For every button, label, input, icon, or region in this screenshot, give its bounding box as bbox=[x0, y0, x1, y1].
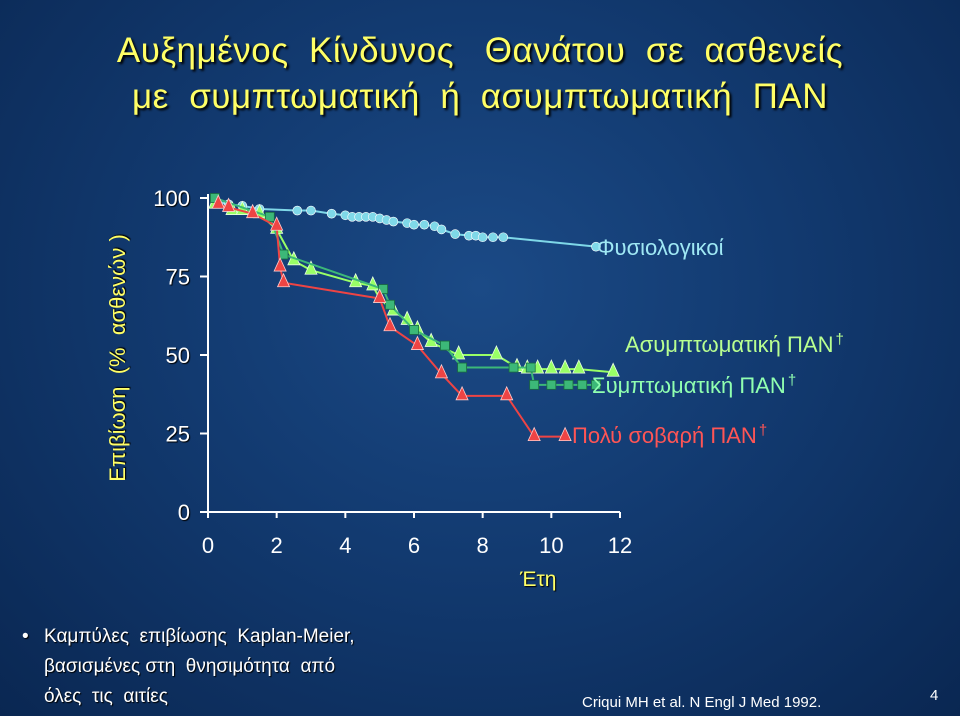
data-point bbox=[246, 203, 260, 219]
x-tick-label: 0 bbox=[202, 533, 214, 558]
x-tick-label: 4 bbox=[339, 533, 351, 558]
data-point bbox=[546, 379, 557, 390]
data-point bbox=[455, 385, 469, 401]
citation: Criqui MH et al. N Engl J Med 1992. bbox=[582, 694, 822, 711]
data-point bbox=[373, 288, 387, 303]
dagger-marker: † bbox=[759, 422, 767, 439]
data-point bbox=[606, 362, 620, 377]
series-label-text: Φυσιολογικοί bbox=[597, 235, 724, 260]
data-point bbox=[529, 379, 540, 390]
data-point bbox=[409, 219, 419, 230]
data-point bbox=[477, 232, 488, 243]
y-tick-label: 0 bbox=[178, 500, 190, 525]
series-label: Πολύ σοβαρή ΠΑΝ † bbox=[572, 422, 767, 448]
data-point bbox=[304, 260, 318, 275]
data-point bbox=[452, 345, 466, 360]
y-tick-label: 100 bbox=[153, 186, 190, 211]
data-point bbox=[591, 379, 601, 390]
title-line-1: Αυξημένος Κίνδυνος Θανάτου σε ασθενείς bbox=[116, 31, 844, 70]
data-point bbox=[558, 426, 572, 442]
data-point bbox=[400, 310, 414, 325]
data-point bbox=[508, 362, 519, 373]
data-point bbox=[378, 284, 389, 294]
data-point bbox=[577, 379, 588, 390]
data-point bbox=[488, 232, 498, 243]
title-line-2: με συμπτωματική ή ασυμπτωματική ΠΑΝ bbox=[131, 77, 829, 116]
data-point bbox=[306, 205, 316, 216]
data-point bbox=[270, 216, 284, 231]
data-point bbox=[439, 340, 450, 351]
data-point bbox=[500, 385, 514, 401]
footnote: • Καμπύλες επιβίωσης Kaplan-Meier, βασισ… bbox=[22, 622, 355, 712]
data-point bbox=[489, 345, 504, 360]
x-tick-label: 6 bbox=[408, 533, 420, 558]
footnote-line-2: βασισμένες στη θνησιμότητα από bbox=[44, 656, 336, 677]
data-point bbox=[292, 205, 303, 216]
y-tick-label: 50 bbox=[166, 343, 190, 368]
data-point bbox=[544, 359, 558, 374]
data-point bbox=[572, 359, 586, 374]
data-point bbox=[563, 379, 574, 390]
data-point bbox=[498, 232, 509, 243]
data-point bbox=[388, 216, 399, 227]
data-point bbox=[326, 208, 337, 219]
dagger-marker: † bbox=[835, 331, 843, 348]
series-label-text: Ασυμπτωματική ΠΑΝ bbox=[625, 332, 833, 357]
dagger-marker: † bbox=[788, 372, 796, 389]
x-tick-label: 8 bbox=[477, 533, 489, 558]
page-number: 4 bbox=[930, 687, 939, 704]
data-point bbox=[591, 241, 601, 252]
footnote-line-3: όλες τις αιτίες bbox=[44, 686, 168, 707]
series-label: Συμπτωματική ΠΑΝ † bbox=[592, 372, 796, 398]
data-point bbox=[527, 426, 541, 442]
x-axis-label: Έτη bbox=[520, 568, 557, 591]
data-point bbox=[211, 194, 225, 209]
data-point bbox=[264, 211, 275, 222]
series-label-text: Πολύ σοβαρή ΠΑΝ bbox=[572, 423, 757, 448]
slide-title: Αυξημένος Κίνδυνος Θανάτου σε ασθενείς μ… bbox=[0, 28, 960, 120]
x-tick-label: 2 bbox=[271, 533, 283, 558]
bullet-icon: • bbox=[22, 626, 29, 647]
data-point bbox=[385, 299, 395, 310]
data-point bbox=[434, 363, 449, 379]
y-tick-label: 75 bbox=[166, 265, 190, 290]
data-point bbox=[457, 362, 467, 373]
series-label: Ασυμπτωματική ΠΑΝ † bbox=[625, 331, 844, 357]
data-point bbox=[436, 224, 447, 235]
data-point bbox=[419, 219, 430, 230]
data-point bbox=[221, 197, 236, 212]
y-tick-label: 25 bbox=[166, 422, 190, 447]
data-point bbox=[410, 335, 425, 350]
data-point bbox=[450, 229, 461, 239]
data-point bbox=[383, 316, 397, 332]
series-label: Φυσιολογικοί bbox=[597, 235, 724, 260]
data-point bbox=[409, 324, 419, 335]
data-point bbox=[276, 272, 291, 288]
series-label-text: Συμπτωματική ΠΑΝ bbox=[592, 373, 786, 398]
data-point bbox=[278, 249, 289, 260]
x-tick-label: 12 bbox=[608, 533, 632, 558]
footnote-line-1: Καμπύλες επιβίωσης Kaplan-Meier, bbox=[44, 626, 355, 647]
data-point bbox=[273, 257, 287, 272]
x-tick-label: 10 bbox=[539, 533, 563, 558]
data-point bbox=[525, 362, 536, 373]
data-point bbox=[558, 359, 572, 374]
